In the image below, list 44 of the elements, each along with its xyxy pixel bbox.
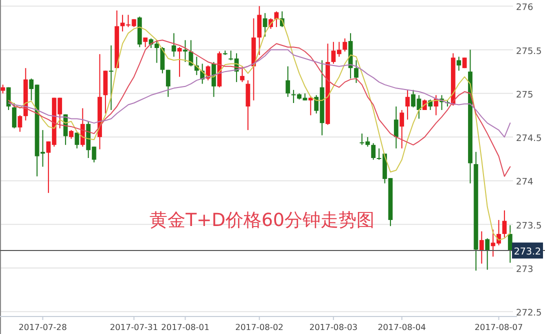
candlestick: [18, 114, 22, 132]
candlestick: [246, 80, 250, 131]
text: 黄金T+D价格60分钟走势图: [150, 210, 374, 231]
y-tick-label: 273: [516, 264, 534, 275]
y-tick-label: 276: [516, 3, 534, 14]
candlestick: [74, 132, 80, 149]
candlestick: [286, 66, 290, 98]
candlestick: [354, 60, 358, 84]
x-tick-label: 2017-08-04: [378, 322, 426, 332]
candlestick: [400, 109, 404, 149]
y-tick-label: 274: [516, 178, 534, 188]
candlestick: [172, 32, 176, 58]
y-tick-label: 274.5: [516, 134, 542, 144]
x-tick-label: 2017-07-31: [110, 322, 158, 332]
candlestick: [12, 102, 16, 129]
candlestick: [308, 96, 313, 116]
candlestick: [502, 210, 507, 238]
candlestick: [108, 44, 114, 110]
candlestick: [479, 230, 484, 264]
candlestick: [405, 89, 410, 120]
candlestick: [485, 238, 490, 270]
x-tick-label: 2017-08-02: [235, 322, 284, 332]
candlestick: [342, 38, 348, 52]
x-tick-label: 2017-08-07: [474, 322, 523, 332]
candlestick: [80, 108, 85, 148]
candlestick: [371, 142, 376, 160]
candlestick: [394, 106, 398, 149]
ref-line-label: 273.2: [514, 246, 542, 258]
candlestick: [257, 6, 262, 56]
candlestick: [262, 12, 268, 38]
y-tick-label: 275.5: [516, 46, 542, 57]
x-tick-label: 2017-08-01: [161, 322, 210, 332]
candlestick: [166, 69, 170, 98]
y-tick-label: 275: [516, 90, 534, 100]
candlestick: [212, 61, 216, 98]
x-tick-label: 2017-07-28: [18, 322, 67, 332]
candlestick: [508, 224, 512, 264]
x-tick-label: 2017-08-03: [309, 322, 358, 332]
y-tick-label: 272.5: [516, 308, 542, 319]
candlestick: [456, 56, 462, 72]
candlestick: [177, 46, 182, 78]
y-tick-label: 273.5: [516, 221, 542, 232]
candlestick: [143, 37, 148, 48]
candlestick: [240, 66, 244, 83]
